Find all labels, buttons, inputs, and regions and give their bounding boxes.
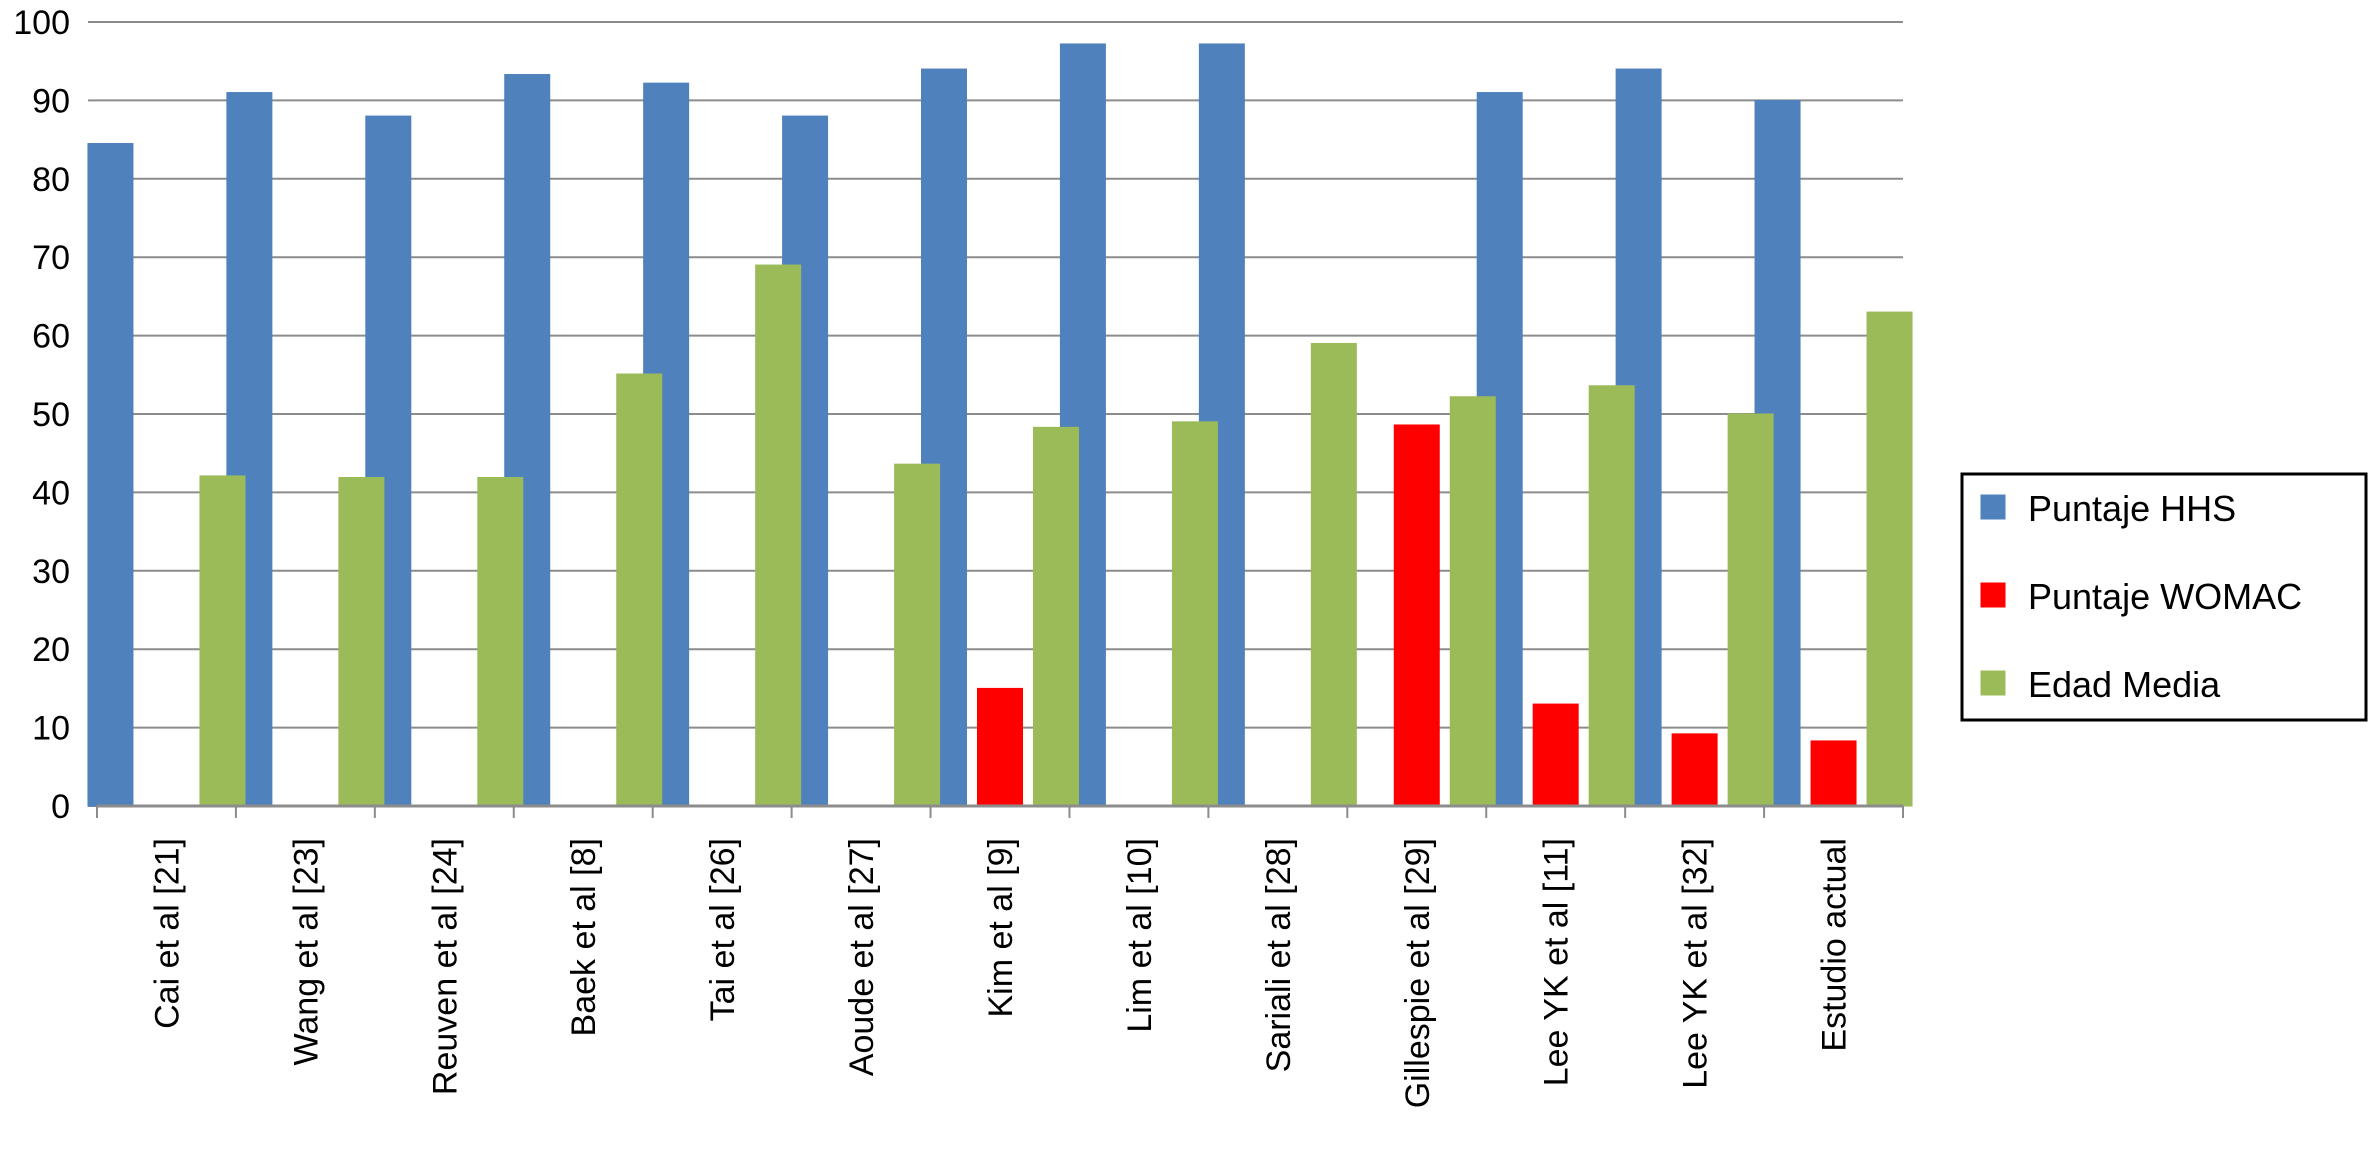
bar-puntaje-womac <box>1532 703 1579 807</box>
y-tick-label: 10 <box>32 710 70 748</box>
bar-edad-media <box>1171 421 1218 807</box>
y-tick-label: 20 <box>32 631 70 669</box>
legend-label: Puntaje HHS <box>2028 488 2236 529</box>
y-tick-label: 90 <box>32 82 70 120</box>
bar-puntaje-womac <box>1393 424 1440 807</box>
y-tick-label: 100 <box>13 4 70 42</box>
x-axis-ticks: Cai et al [21] Wang et al [23] Reuven et a… <box>96 806 1904 1108</box>
x-tick-label: Gillespie et al [29] <box>1399 838 1437 1108</box>
x-tick-label: Tai et al [26] <box>704 838 742 1021</box>
bar-puntaje-womac <box>1810 740 1857 807</box>
x-tick-label: Lee YK et al [11] <box>1538 838 1576 1086</box>
bar-edad-media <box>616 373 663 807</box>
x-tick-label: Aoude et al [27] <box>843 838 881 1076</box>
y-tick-label: 50 <box>32 396 70 434</box>
bar-edad-media <box>1310 342 1357 807</box>
x-tick-label: Baek et al [8] <box>565 838 603 1036</box>
bar-edad-media <box>1866 311 1913 807</box>
y-tick-label: 70 <box>32 239 70 277</box>
bar-edad-media <box>1727 413 1774 807</box>
bar-edad-media <box>1449 396 1496 807</box>
bar-edad-media <box>338 477 385 807</box>
legend: Puntaje HHS Puntaje WOMAC Edad Media <box>1960 472 2368 722</box>
legend-swatch <box>1980 582 2006 608</box>
y-tick-label: 30 <box>32 553 70 591</box>
y-tick-label: 40 <box>32 474 70 512</box>
legend-label: Puntaje WOMAC <box>2028 576 2302 617</box>
legend-swatch <box>1980 494 2006 520</box>
bar-edad-media <box>1033 426 1079 807</box>
bars <box>87 43 1913 807</box>
y-tick-label: 60 <box>32 318 70 356</box>
y-tick-label: 80 <box>32 161 70 199</box>
bar-edad-media <box>894 463 941 807</box>
x-tick-label: Sariali et al [28] <box>1260 838 1298 1072</box>
legend-label: Edad Media <box>2028 664 2221 705</box>
bar-puntaje-womac <box>1671 733 1718 807</box>
x-tick-label: Reuven et al [24] <box>426 838 464 1095</box>
y-axis-ticks: 0 10 20 30 40 50 60 70 80 90 100 <box>13 4 70 826</box>
y-tick-label: 0 <box>51 788 70 826</box>
x-tick-label: Cai et al [21] <box>148 838 186 1029</box>
legend-box <box>1960 472 2368 722</box>
x-tick-label: Kim et al [9] <box>982 838 1020 1018</box>
x-tick-label: Lim et al [10] <box>1121 838 1159 1033</box>
bar-edad-media <box>477 477 524 807</box>
x-tick-label: Lee YK et al [32] <box>1677 838 1715 1089</box>
bar-edad-media <box>1588 385 1635 807</box>
bar-puntaje-womac <box>977 687 1023 807</box>
bar-edad-media <box>755 264 802 807</box>
x-tick-label: Wang et al [23] <box>287 838 325 1065</box>
bar-puntaje-hhs <box>87 143 134 807</box>
bar-edad-media <box>199 475 246 807</box>
legend-swatch <box>1980 670 2006 696</box>
x-tick-label: Estudio actual <box>1816 838 1854 1052</box>
